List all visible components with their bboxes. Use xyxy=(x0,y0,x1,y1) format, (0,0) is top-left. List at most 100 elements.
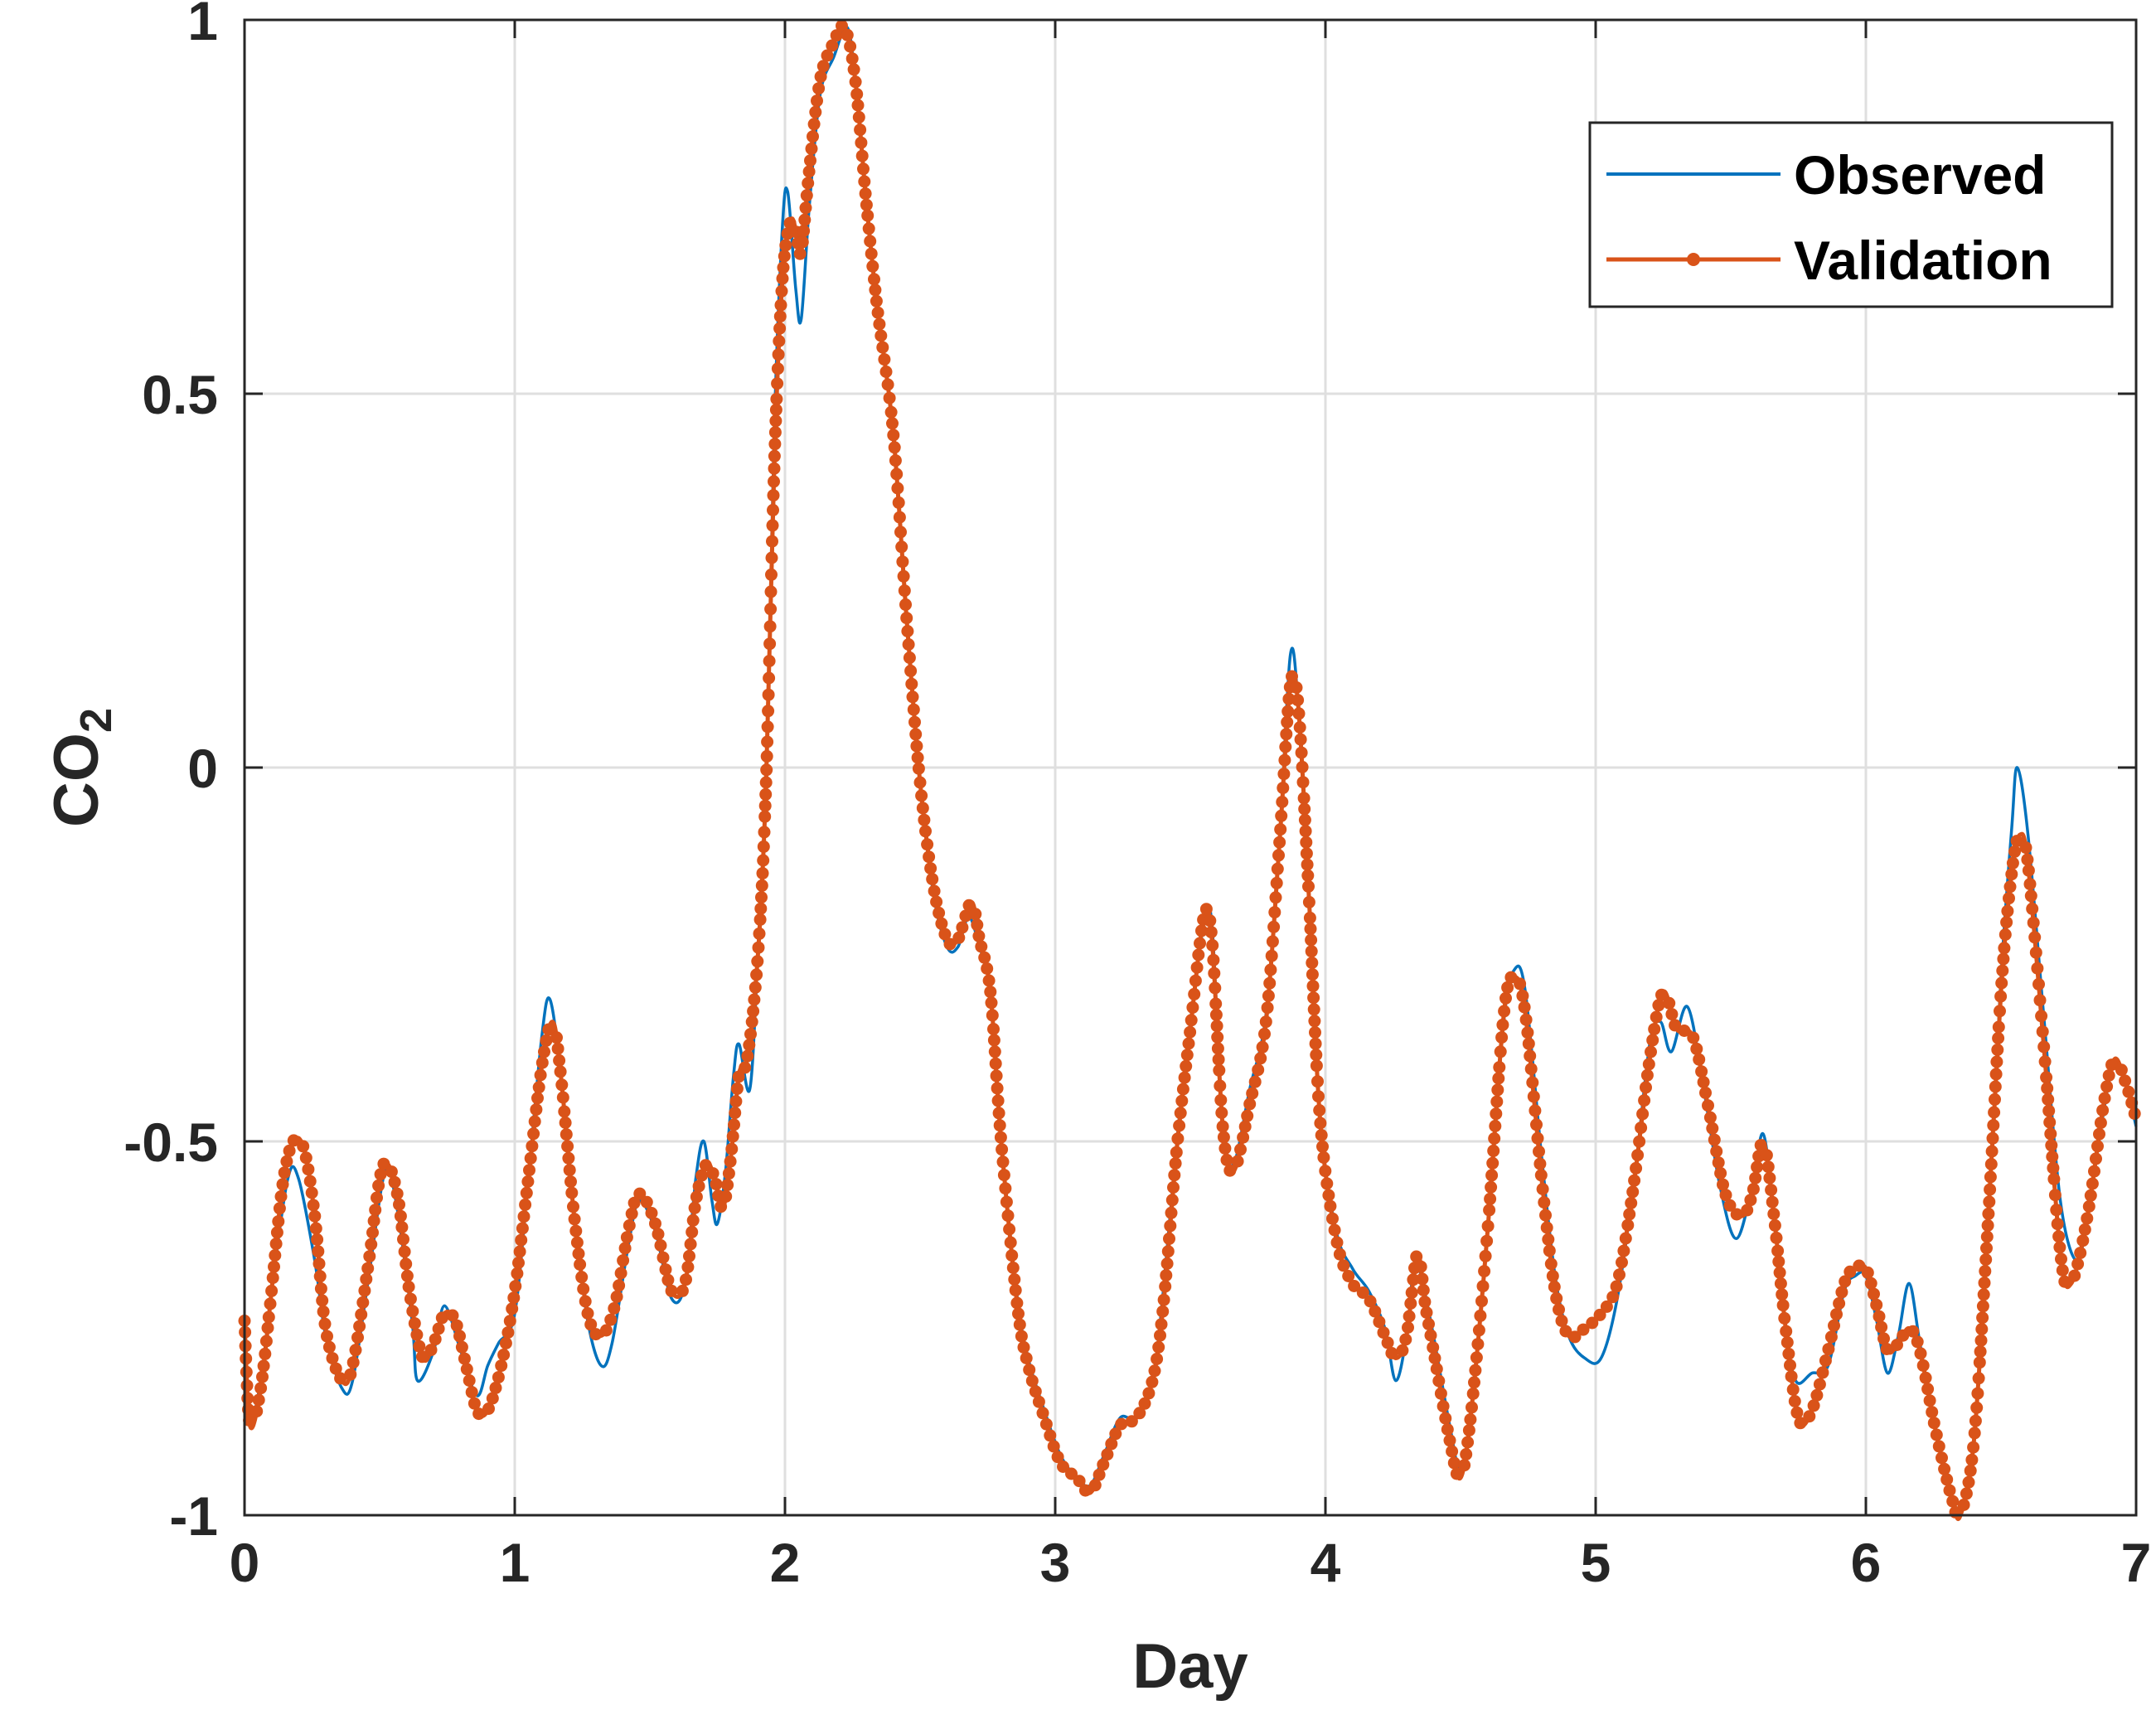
validation-point xyxy=(604,1313,618,1326)
validation-point xyxy=(511,1267,524,1280)
validation-point xyxy=(1023,1364,1036,1377)
validation-point xyxy=(749,981,762,994)
validation-point xyxy=(1220,1153,1233,1166)
validation-point xyxy=(959,909,972,923)
validation-point xyxy=(608,1302,621,1315)
validation-point xyxy=(1273,836,1286,849)
validation-point xyxy=(645,1207,658,1219)
validation-point xyxy=(2122,1085,2135,1098)
validation-point xyxy=(241,1392,254,1405)
validation-point xyxy=(1521,1026,1534,1039)
validation-point xyxy=(1322,1189,1335,1202)
validation-point xyxy=(528,1115,541,1128)
validation-point xyxy=(1926,1406,1939,1419)
validation-point xyxy=(891,482,904,495)
validation-point xyxy=(1192,948,1205,962)
validation-point xyxy=(763,620,777,633)
validation-point xyxy=(1302,879,1315,893)
validation-point xyxy=(769,403,782,416)
validation-point xyxy=(1088,1479,1102,1492)
validation-point xyxy=(1983,1195,1996,1209)
validation-point xyxy=(526,1140,539,1153)
validation-point xyxy=(981,962,994,975)
validation-point xyxy=(1167,1181,1180,1194)
validation-point xyxy=(1600,1300,1613,1313)
validation-point xyxy=(316,1294,329,1307)
validation-point xyxy=(326,1352,339,1365)
validation-point xyxy=(558,1105,571,1118)
validation-point xyxy=(873,317,886,331)
validation-point xyxy=(1971,1387,1984,1400)
validation-point xyxy=(1312,1090,1325,1103)
validation-point xyxy=(1669,1019,1682,1032)
validation-point xyxy=(763,637,777,651)
validation-point xyxy=(1315,1129,1328,1141)
validation-point xyxy=(1976,1300,1989,1313)
validation-point xyxy=(1992,1020,2005,1034)
validation-point xyxy=(1364,1295,1377,1308)
validation-point xyxy=(994,1131,1007,1144)
validation-point xyxy=(1987,1119,2000,1132)
x-tick-label: 4 xyxy=(1311,1532,1341,1593)
validation-point xyxy=(521,1175,535,1188)
validation-point xyxy=(683,1249,695,1262)
validation-point xyxy=(2005,868,2018,881)
validation-point xyxy=(866,259,879,273)
validation-point xyxy=(1577,1323,1590,1336)
validation-point xyxy=(1702,1099,1714,1112)
validation-point xyxy=(1880,1343,1893,1355)
validation-point xyxy=(1794,1417,1807,1430)
validation-point xyxy=(1161,1245,1175,1258)
validation-point xyxy=(1997,952,2010,966)
validation-point xyxy=(1493,1061,1506,1074)
validation-point xyxy=(1642,1058,1655,1071)
validation-point xyxy=(886,417,899,430)
validation-point xyxy=(1699,1086,1712,1099)
validation-point xyxy=(334,1372,347,1385)
validation-point xyxy=(924,862,937,875)
validation-point xyxy=(1319,1165,1332,1178)
validation-point xyxy=(1475,1295,1488,1308)
validation-point xyxy=(1385,1347,1398,1359)
validation-point xyxy=(884,405,898,419)
validation-point xyxy=(962,899,976,912)
validation-point xyxy=(1519,1013,1533,1026)
validation-point xyxy=(2078,1223,2091,1236)
validation-point xyxy=(763,655,776,667)
validation-point xyxy=(400,1257,413,1271)
validation-point xyxy=(1306,968,1319,981)
validation-point xyxy=(1176,1083,1189,1096)
validation-point xyxy=(1044,1429,1057,1442)
validation-point xyxy=(1212,1053,1225,1066)
validation-point xyxy=(1969,1414,1982,1427)
validation-point xyxy=(1529,1104,1542,1117)
validation-point xyxy=(1470,1351,1483,1364)
validation-point xyxy=(919,825,932,838)
validation-point xyxy=(1550,1291,1563,1305)
validation-point xyxy=(768,438,782,451)
validation-point xyxy=(482,1402,495,1415)
validation-point xyxy=(1530,1118,1543,1131)
validation-point xyxy=(1219,1141,1232,1155)
validation-point xyxy=(468,1397,481,1410)
validation-point xyxy=(757,854,770,867)
validation-point xyxy=(1665,1008,1679,1021)
validation-point xyxy=(1259,1015,1272,1029)
validation-point xyxy=(649,1217,661,1230)
validation-point xyxy=(854,124,867,137)
validation-point xyxy=(1974,1334,1988,1347)
validation-point xyxy=(358,1284,371,1297)
validation-point xyxy=(1373,1315,1386,1329)
validation-point xyxy=(599,1324,613,1337)
validation-point xyxy=(923,850,936,864)
validation-point xyxy=(2125,1096,2139,1109)
validation-point xyxy=(1693,1053,1706,1066)
validation-point xyxy=(1105,1437,1118,1451)
validation-point xyxy=(1514,977,1527,991)
validation-point xyxy=(408,1317,421,1330)
validation-point xyxy=(1989,1080,2002,1093)
validation-point xyxy=(577,1282,590,1296)
validation-point xyxy=(269,1249,282,1262)
validation-point xyxy=(262,1310,275,1324)
validation-point xyxy=(730,1082,744,1095)
